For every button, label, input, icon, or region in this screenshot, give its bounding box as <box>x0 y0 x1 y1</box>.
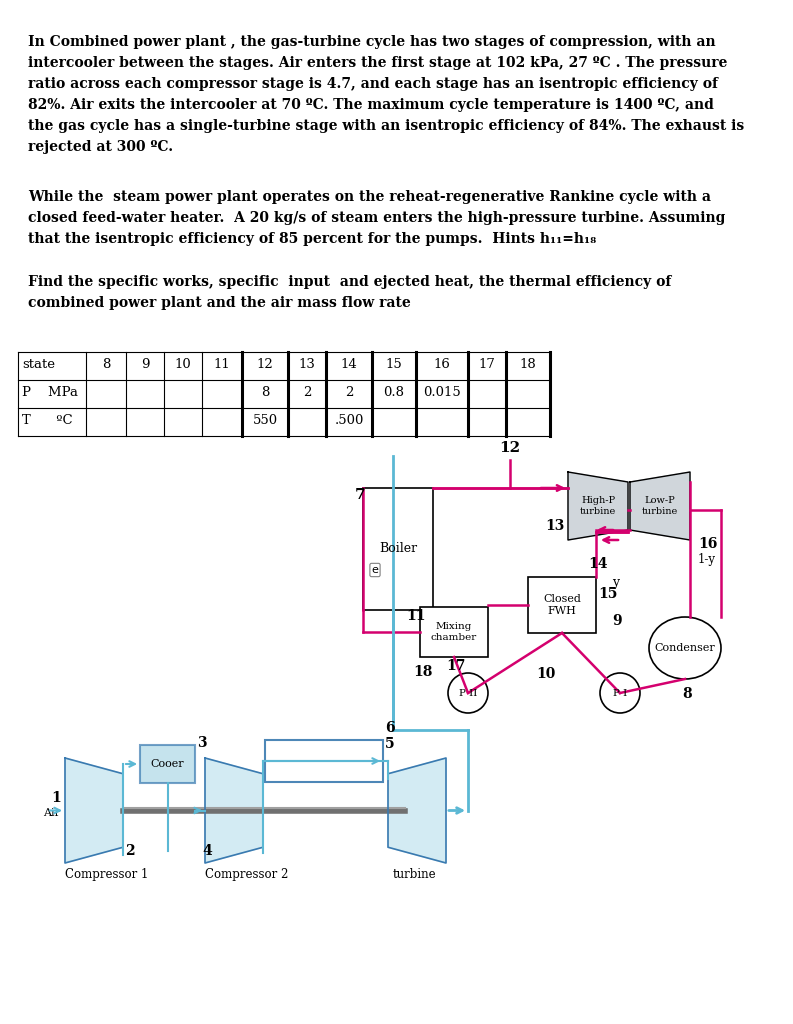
Text: 8: 8 <box>682 687 691 701</box>
Text: 11: 11 <box>406 609 426 623</box>
Text: 1: 1 <box>51 792 61 806</box>
Text: In Combined power plant , the gas-turbine cycle has two stages of compression, w: In Combined power plant , the gas-turbin… <box>28 35 715 49</box>
Text: Boiler: Boiler <box>379 543 417 555</box>
Text: state: state <box>22 358 55 371</box>
Text: 0.015: 0.015 <box>423 386 461 399</box>
Text: 12: 12 <box>257 358 274 371</box>
Text: 17: 17 <box>478 358 496 371</box>
Text: 14: 14 <box>341 358 358 371</box>
Text: that the isentropic efficiency of 85 percent for the pumps.  Hints h₁₁=h₁₈: that the isentropic efficiency of 85 per… <box>28 232 596 246</box>
Text: 16: 16 <box>698 537 718 551</box>
Polygon shape <box>205 758 263 863</box>
Text: the gas cycle has a single-turbine stage with an isentropic efficiency of 84%. T: the gas cycle has a single-turbine stage… <box>28 119 745 133</box>
Text: Low-P
turbine: Low-P turbine <box>642 497 678 516</box>
Text: 82%. Air exits the intercooler at 70 ºC. The maximum cycle temperature is 1400 º: 82%. Air exits the intercooler at 70 ºC.… <box>28 98 714 112</box>
Text: Cooer: Cooer <box>151 759 184 769</box>
Text: 10: 10 <box>536 667 555 681</box>
Text: 0.8: 0.8 <box>384 386 404 399</box>
Text: 2: 2 <box>345 386 353 399</box>
Text: 13: 13 <box>298 358 316 371</box>
Text: P II: P II <box>459 688 477 697</box>
Polygon shape <box>568 472 628 540</box>
Text: y: y <box>612 575 619 589</box>
Text: 3: 3 <box>197 736 207 750</box>
Text: T      ºC: T ºC <box>22 414 73 427</box>
Text: Closed
FWH: Closed FWH <box>543 594 581 615</box>
Text: 11: 11 <box>213 358 231 371</box>
Text: .500: .500 <box>335 414 364 427</box>
Text: 6: 6 <box>385 721 395 735</box>
Text: rejected at 300 ºC.: rejected at 300 ºC. <box>28 140 173 154</box>
Text: intercooler between the stages. Air enters the first stage at 102 kPa, 27 ºC . T: intercooler between the stages. Air ente… <box>28 56 727 70</box>
Text: 8: 8 <box>102 358 110 371</box>
Text: 9: 9 <box>612 614 622 628</box>
Text: 1-y: 1-y <box>698 553 716 566</box>
Text: 18: 18 <box>413 665 432 679</box>
Text: High-P
turbine: High-P turbine <box>580 497 616 516</box>
Text: 4: 4 <box>202 844 212 858</box>
Text: 7: 7 <box>355 488 366 502</box>
Text: Compressor 1: Compressor 1 <box>65 868 148 881</box>
Bar <box>363 488 433 610</box>
Text: turbine: turbine <box>393 868 437 881</box>
Text: 18: 18 <box>519 358 536 371</box>
Text: Compressor 2: Compressor 2 <box>205 868 289 881</box>
Text: combined power plant and the air mass flow rate: combined power plant and the air mass fl… <box>28 296 411 310</box>
Text: Air: Air <box>43 808 60 817</box>
Text: 12: 12 <box>500 441 520 455</box>
Text: 14: 14 <box>588 557 607 571</box>
Text: closed feed-water heater.  A 20 kg/s of steam enters the high-pressure turbine. : closed feed-water heater. A 20 kg/s of s… <box>28 211 726 225</box>
Bar <box>140 745 195 783</box>
Text: P    MPa: P MPa <box>22 386 78 399</box>
Text: While the  steam power plant operates on the reheat-regenerative Rankine cycle w: While the steam power plant operates on … <box>28 190 711 204</box>
Text: 16: 16 <box>434 358 450 371</box>
Circle shape <box>448 673 488 713</box>
Polygon shape <box>630 472 690 540</box>
Polygon shape <box>65 758 123 863</box>
Text: e: e <box>372 565 378 575</box>
Bar <box>420 607 488 657</box>
Ellipse shape <box>649 617 721 679</box>
Polygon shape <box>388 758 446 863</box>
Circle shape <box>600 673 640 713</box>
Bar <box>528 577 596 633</box>
Text: 8: 8 <box>261 386 269 399</box>
Text: Mixing
chamber: Mixing chamber <box>431 623 477 642</box>
Text: Find the specific works, specific  input  and ejected heat, the thermal efficien: Find the specific works, specific input … <box>28 275 672 289</box>
Text: 9: 9 <box>140 358 149 371</box>
Text: 15: 15 <box>385 358 402 371</box>
Text: 2: 2 <box>125 844 135 858</box>
Text: P I: P I <box>613 688 627 697</box>
Text: 550: 550 <box>252 414 278 427</box>
Text: 15: 15 <box>598 587 618 601</box>
Text: ratio across each compressor stage is 4.7, and each stage has an isentropic effi: ratio across each compressor stage is 4.… <box>28 77 718 91</box>
Bar <box>265 740 383 782</box>
Text: 10: 10 <box>174 358 191 371</box>
Text: 5: 5 <box>385 737 395 751</box>
Text: 17: 17 <box>446 659 465 673</box>
Text: 13: 13 <box>545 519 565 534</box>
Text: Condenser: Condenser <box>655 643 715 653</box>
Text: 2: 2 <box>303 386 311 399</box>
